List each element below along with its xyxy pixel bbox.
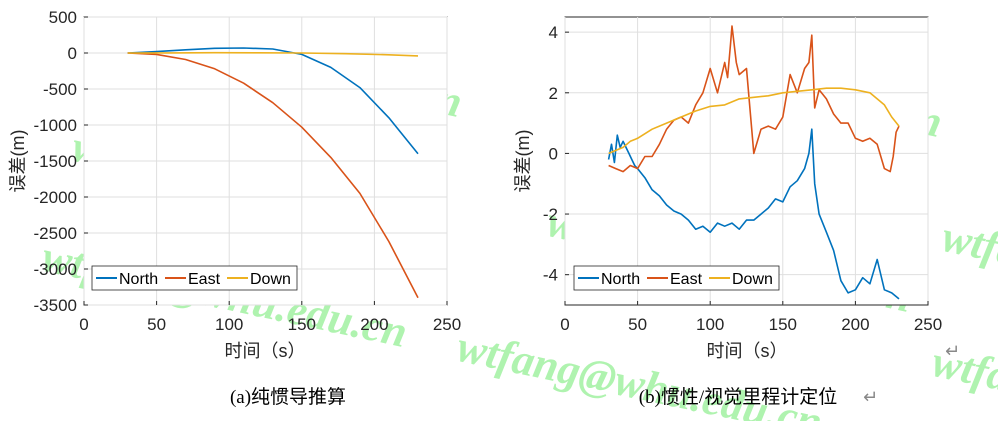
y-tick-label: -2000 <box>34 188 77 207</box>
y-tick-label: 2 <box>549 84 558 103</box>
chart-b-legend-east: East <box>670 271 703 288</box>
x-tick-label: 200 <box>841 315 869 334</box>
series-line-down <box>127 51 419 57</box>
x-tick-label: 250 <box>433 315 461 334</box>
chart-b-legend-north: North <box>601 271 640 288</box>
y-tick-label: 500 <box>49 8 77 27</box>
watermark-text: wtfang@whu.edu.cn <box>928 337 998 421</box>
x-tick-label: 150 <box>288 315 316 334</box>
chart-a-legend-box <box>91 265 298 291</box>
y-tick-label: -500 <box>43 80 77 99</box>
series-line-east <box>608 25 900 173</box>
x-tick-label: 100 <box>215 315 243 334</box>
chart-a-caption: (a)纯惯导推算 <box>230 386 346 408</box>
series-line-down <box>608 87 900 155</box>
x-tick-label: 200 <box>360 315 388 334</box>
chart-a-legend-east: East <box>188 271 221 288</box>
chart-a-legend: North East Down <box>91 265 298 291</box>
series-line-east <box>127 52 419 299</box>
x-tick-label: 150 <box>769 315 797 334</box>
y-tick-label: -1000 <box>34 116 77 135</box>
series-line-north <box>607 128 900 300</box>
chart-b-caption-return-mark: ↵ <box>863 387 878 407</box>
x-tick-label: 0 <box>560 315 569 334</box>
x-tick-label: 100 <box>696 315 724 334</box>
chart-a-xlabel: 时间（s） <box>225 341 306 361</box>
chart-a-series <box>127 47 419 299</box>
chart-b-xlabel: 时间（s） <box>707 341 788 361</box>
chart-b: 0 50 100 150 200 250 4 2 0 -2 -4 时间（s） 误差(m) North… <box>513 16 942 408</box>
y-tick-label: -2500 <box>34 224 77 243</box>
chart-b-legend: North East Down <box>573 265 780 291</box>
y-tick-label: -4 <box>543 266 558 285</box>
chart-b-caption: (b)惯性/视觉里程计定位 <box>639 386 837 408</box>
chart-b-legend-box <box>573 265 780 291</box>
chart-a: 0 50 100 150 200 250 500 0 -500 -1000 -1500 -2000 -2… <box>8 8 461 408</box>
x-tick-label: 50 <box>628 315 647 334</box>
chart-b-plot-area <box>564 16 929 306</box>
series-line-north <box>127 47 419 155</box>
y-tick-label: -3000 <box>34 260 77 279</box>
chart-a-ylabel: 误差(m) <box>8 130 28 193</box>
chart-b-series <box>607 25 900 300</box>
chart-a-legend-north: North <box>119 271 158 288</box>
chart-a-ticks: 0 50 100 150 200 250 500 0 -500 -1000 -1500 -2000 -2… <box>34 8 462 334</box>
y-tick-label: 0 <box>68 44 77 63</box>
chart-b-legend-down: Down <box>732 271 773 288</box>
watermark-text: wtfang@whu.edu.cn <box>938 212 998 337</box>
y-tick-label: -3500 <box>34 296 77 315</box>
x-tick-label: 0 <box>79 315 88 334</box>
y-tick-label: 4 <box>549 23 558 42</box>
x-tick-label: 250 <box>914 315 942 334</box>
x-tick-label: 50 <box>147 315 166 334</box>
chart-a-legend-down: Down <box>250 271 291 288</box>
return-mark: ↵ <box>945 341 960 361</box>
chart-b-ticks: 0 50 100 150 200 250 4 2 0 -2 -4 <box>543 23 942 334</box>
chart-b-ylabel: 误差(m) <box>513 130 533 193</box>
y-tick-label: -2 <box>543 205 558 224</box>
y-tick-label: -1500 <box>34 152 77 171</box>
y-tick-label: 0 <box>549 144 558 163</box>
